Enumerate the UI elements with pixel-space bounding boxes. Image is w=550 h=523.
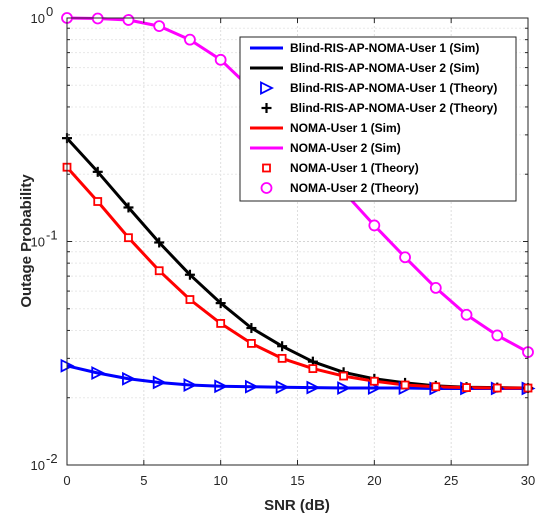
x-tick-label: 0 — [63, 473, 70, 488]
data-point-circle — [429, 282, 442, 294]
data-point-square — [216, 319, 226, 328]
data-point-square — [246, 339, 256, 348]
y-tick-base: 10 — [31, 11, 45, 26]
data-point-triangle-right — [306, 380, 321, 395]
data-point-plus — [215, 298, 226, 309]
data-point-circle — [368, 219, 381, 232]
y-tick-exponent: -2 — [46, 451, 58, 466]
data-point-triangle-right — [244, 379, 259, 394]
data-point-square — [277, 353, 287, 363]
data-point-plus — [92, 166, 103, 177]
y-tick-base: 10 — [31, 458, 45, 473]
x-tick-label: 30 — [521, 473, 535, 488]
data-point-circle — [491, 329, 504, 342]
y-tick-exponent: 0 — [46, 4, 53, 19]
data-point-triangle-right — [275, 380, 290, 395]
data-point-plus — [123, 202, 134, 213]
data-point-circle — [153, 20, 166, 32]
data-point-square — [492, 383, 502, 393]
data-point-square — [339, 371, 349, 381]
data-point-square — [185, 295, 195, 304]
legend-label: Blind-RIS-AP-NOMA-User 1 (Theory) — [290, 81, 497, 95]
data-point-triangle-right — [337, 381, 352, 395]
legend-marker-sample — [261, 103, 272, 113]
data-point-square — [400, 380, 410, 390]
legend-label: Blind-RIS-AP-NOMA-User 2 (Theory) — [290, 101, 497, 115]
data-point-triangle-right — [183, 378, 198, 392]
x-axis-label: SNR (dB) — [264, 497, 330, 514]
data-point-circle — [184, 33, 196, 46]
data-point-circle — [460, 308, 473, 321]
data-point-circle — [214, 53, 227, 66]
data-point-plus — [184, 269, 195, 280]
legend-marker-sample — [260, 182, 273, 194]
x-tick-label: 15 — [290, 473, 304, 488]
legend-label: NOMA-User 1 (Theory) — [290, 161, 419, 175]
data-point-triangle-right — [152, 375, 167, 390]
data-point-circle — [122, 14, 135, 26]
y-tick-label: 10 — [31, 11, 45, 26]
legend-marker-sample — [262, 163, 271, 173]
data-point-square — [154, 266, 164, 276]
x-tick-label: 25 — [444, 473, 458, 488]
legend: Blind-RIS-AP-NOMA-User 1 (Sim) Blind-RIS-… — [239, 36, 517, 202]
legend-marker-sample — [260, 81, 275, 95]
x-tick-label: 10 — [213, 473, 227, 488]
series-line-4 — [65, 166, 528, 390]
axis-labels: SNR (dB) Outage Probability — [18, 174, 330, 514]
data-point-triangle-right — [122, 371, 136, 386]
data-point-square — [124, 233, 133, 243]
y-tick-base: 10 — [31, 235, 45, 250]
legend-box — [239, 36, 517, 202]
legend-label: Blind-RIS-AP-NOMA-User 1 (Sim) — [290, 41, 479, 55]
data-point-square — [462, 383, 471, 392]
data-point-triangle-right — [91, 366, 106, 380]
data-point-square — [431, 382, 441, 392]
data-point-square — [369, 376, 379, 386]
legend-label: NOMA-User 2 (Theory) — [290, 181, 419, 195]
x-tick-label: 5 — [140, 473, 147, 488]
y-tick-label: 10 — [31, 235, 45, 250]
data-point-square — [93, 197, 103, 206]
data-point-plus — [277, 341, 288, 352]
data-point-circle — [399, 251, 411, 264]
x-tick-label: 20 — [367, 473, 381, 488]
data-point-plus — [154, 237, 165, 248]
y-tick-exponent: -1 — [46, 228, 58, 243]
data-point-triangle-right — [214, 379, 229, 394]
legend-label: NOMA-User 2 (Sim) — [290, 141, 401, 155]
legend-label: Blind-RIS-AP-NOMA-User 2 (Sim) — [290, 61, 479, 75]
data-point-square — [308, 364, 318, 373]
data-point-plus — [246, 323, 257, 334]
y-axis-label: Outage Probability — [18, 174, 35, 308]
legend-label: NOMA-User 1 (Sim) — [290, 121, 401, 135]
y-tick-label: 10 — [31, 458, 45, 473]
